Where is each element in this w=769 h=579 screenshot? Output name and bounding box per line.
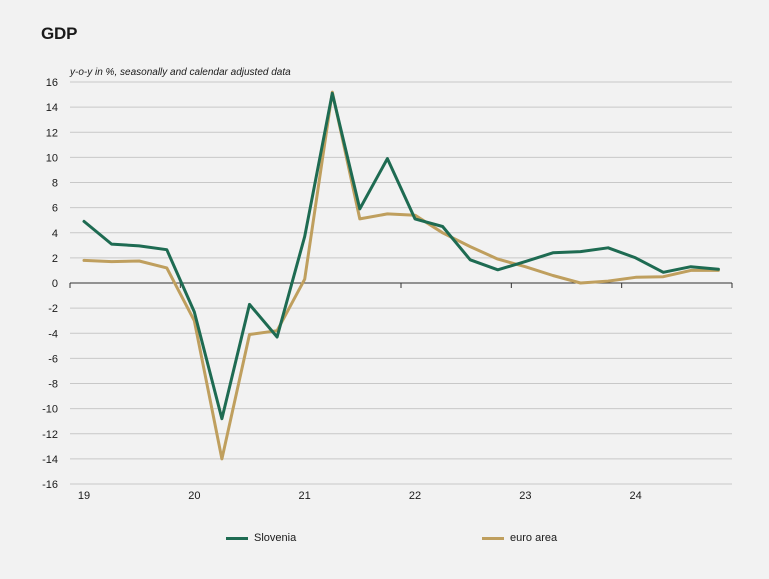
legend-label-euro-area: euro area bbox=[510, 532, 558, 544]
y-tick-label: -6 bbox=[48, 353, 58, 365]
y-axis-tick-labels: 16 14 12 10 8 6 4 2 0 -2 -4 -6 -8 -10 -12 -14 -16 bbox=[42, 77, 58, 491]
y-tick-label: 0 bbox=[52, 278, 58, 290]
legend-swatch-euro-area bbox=[482, 536, 504, 540]
y-tick-label: -2 bbox=[48, 303, 58, 315]
legend-item-euro-area: euro area bbox=[482, 532, 557, 544]
series-line-slovenia bbox=[82, 91, 720, 421]
y-tick-label: 8 bbox=[52, 178, 58, 190]
x-tick-label: 24 bbox=[630, 490, 642, 502]
y-tick-label: 12 bbox=[46, 127, 58, 139]
y-tick-label: -12 bbox=[42, 429, 58, 441]
y-tick-label: 14 bbox=[46, 102, 58, 114]
gridlines bbox=[70, 81, 732, 485]
y-tick-label: -4 bbox=[48, 328, 58, 340]
legend-swatch-slovenia bbox=[226, 536, 248, 540]
y-tick-label: 10 bbox=[46, 152, 58, 164]
legend-label-slovenia: Slovenia bbox=[254, 532, 297, 544]
y-tick-label: 6 bbox=[52, 203, 58, 215]
legend-item-slovenia: Slovenia bbox=[226, 532, 296, 544]
x-tick-label: 19 bbox=[78, 490, 90, 502]
series-line-euro-area bbox=[82, 90, 720, 461]
y-tick-label: 2 bbox=[52, 253, 58, 265]
y-tick-label: 16 bbox=[46, 77, 58, 89]
chart-title: GDP bbox=[41, 24, 78, 43]
chart-subtitle: y-o-y in %, seasonally and calendar adju… bbox=[70, 67, 291, 78]
x-axis: 19 20 21 22 23 24 bbox=[69, 282, 733, 502]
x-tick-label: 22 bbox=[409, 490, 421, 502]
x-tick-label: 23 bbox=[519, 490, 531, 502]
series-lines bbox=[82, 90, 720, 461]
y-tick-label: -8 bbox=[48, 379, 58, 391]
x-tick-label: 20 bbox=[188, 490, 200, 502]
y-tick-label: -10 bbox=[42, 404, 58, 416]
x-tick-label: 21 bbox=[299, 490, 311, 502]
y-tick-label: -16 bbox=[42, 479, 58, 491]
y-tick-label: -14 bbox=[42, 454, 58, 466]
y-tick-label: 4 bbox=[52, 228, 58, 240]
